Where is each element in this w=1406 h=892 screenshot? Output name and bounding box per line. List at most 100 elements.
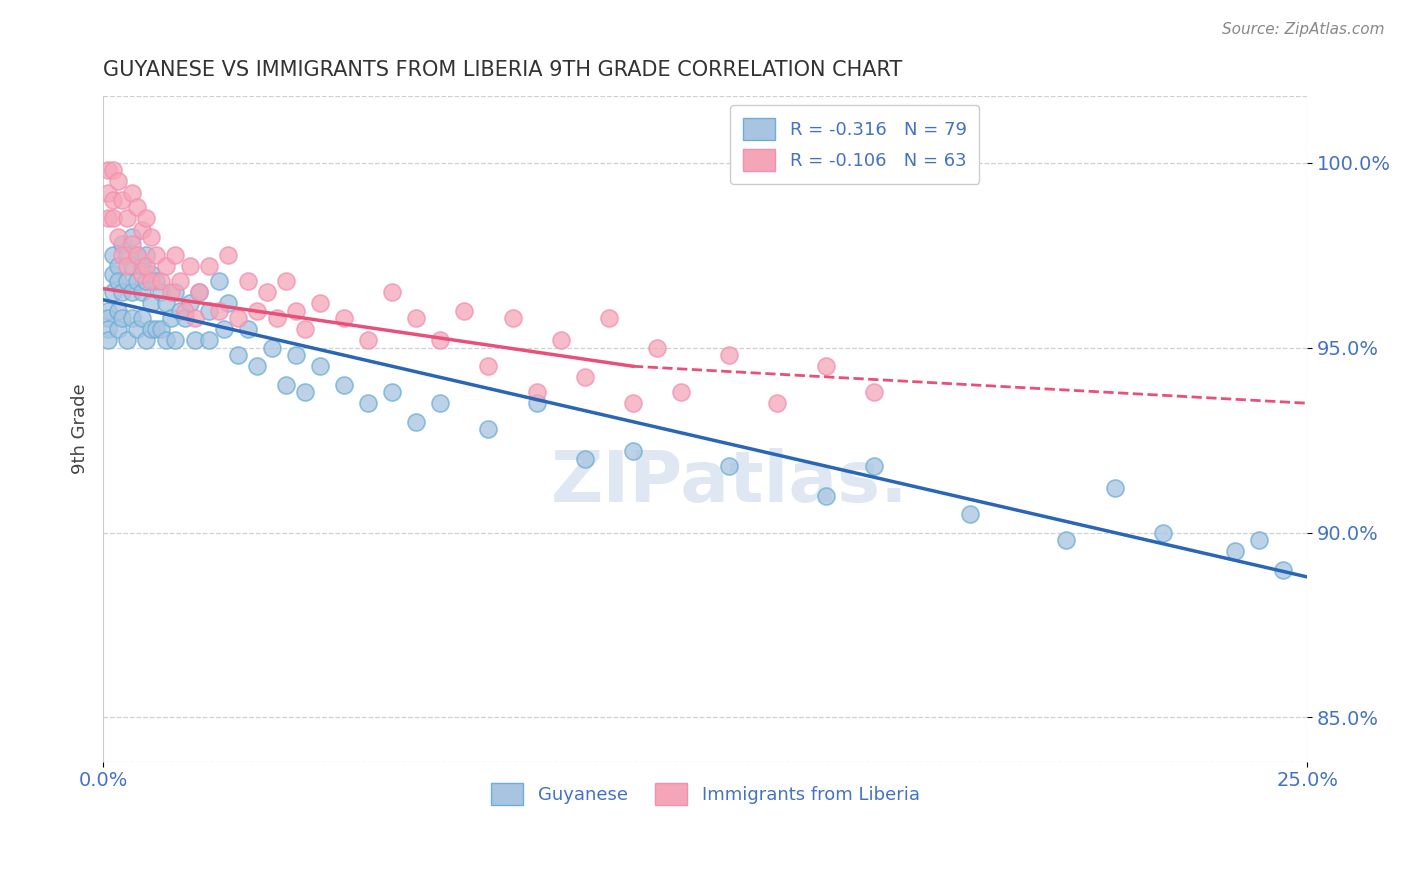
- Point: [141, 274, 163, 288]
- Point: [357, 334, 380, 348]
- Point: [125, 248, 148, 262]
- Point: [101, 285, 124, 300]
- Point: [294, 322, 316, 336]
- Point: [101, 267, 124, 281]
- Point: [405, 311, 427, 326]
- Point: [276, 274, 298, 288]
- Point: [131, 222, 153, 236]
- Point: [97, 322, 120, 336]
- Point: [121, 230, 143, 244]
- Point: [526, 396, 548, 410]
- Point: [284, 348, 307, 362]
- Point: [149, 274, 172, 288]
- Legend: Guyanese, Immigrants from Liberia: Guyanese, Immigrants from Liberia: [484, 776, 927, 813]
- Point: [125, 200, 148, 214]
- Text: Source: ZipAtlas.com: Source: ZipAtlas.com: [1222, 22, 1385, 37]
- Point: [198, 334, 221, 348]
- Point: [226, 311, 249, 326]
- Point: [141, 267, 163, 281]
- Point: [236, 274, 259, 288]
- Point: [125, 322, 148, 336]
- Point: [131, 285, 153, 300]
- Point: [260, 341, 283, 355]
- Point: [645, 341, 668, 355]
- Point: [135, 334, 157, 348]
- Point: [198, 303, 221, 318]
- Point: [766, 396, 789, 410]
- Point: [145, 322, 167, 336]
- Point: [141, 296, 163, 310]
- Point: [169, 274, 191, 288]
- Point: [145, 248, 167, 262]
- Point: [149, 285, 172, 300]
- Point: [526, 385, 548, 400]
- Point: [107, 174, 129, 188]
- Point: [405, 415, 427, 429]
- Point: [477, 422, 499, 436]
- Point: [862, 458, 884, 473]
- Point: [284, 303, 307, 318]
- Point: [131, 260, 153, 274]
- Point: [217, 296, 239, 310]
- Point: [141, 322, 163, 336]
- Point: [121, 311, 143, 326]
- Point: [135, 274, 157, 288]
- Point: [174, 311, 197, 326]
- Point: [429, 396, 451, 410]
- Point: [101, 211, 124, 226]
- Point: [256, 285, 278, 300]
- Point: [574, 451, 596, 466]
- Point: [309, 296, 332, 310]
- Point: [183, 311, 205, 326]
- Point: [141, 230, 163, 244]
- Point: [669, 385, 692, 400]
- Point: [111, 193, 134, 207]
- Point: [165, 334, 187, 348]
- Point: [97, 303, 120, 318]
- Point: [159, 285, 181, 300]
- Point: [149, 322, 172, 336]
- Point: [188, 285, 211, 300]
- Point: [718, 458, 741, 473]
- Point: [111, 311, 134, 326]
- Point: [862, 385, 884, 400]
- Point: [550, 334, 572, 348]
- Point: [453, 303, 475, 318]
- Point: [115, 260, 138, 274]
- Point: [1223, 544, 1246, 558]
- Point: [357, 396, 380, 410]
- Point: [145, 274, 167, 288]
- Point: [381, 385, 404, 400]
- Y-axis label: 9th Grade: 9th Grade: [72, 384, 89, 475]
- Point: [174, 303, 197, 318]
- Point: [115, 248, 138, 262]
- Point: [121, 237, 143, 252]
- Point: [125, 274, 148, 288]
- Point: [477, 359, 499, 374]
- Point: [101, 163, 124, 178]
- Point: [115, 211, 138, 226]
- Point: [155, 334, 177, 348]
- Point: [131, 311, 153, 326]
- Point: [429, 334, 451, 348]
- Point: [246, 359, 269, 374]
- Point: [165, 248, 187, 262]
- Point: [574, 370, 596, 384]
- Point: [621, 444, 644, 458]
- Point: [502, 311, 524, 326]
- Point: [814, 489, 837, 503]
- Point: [155, 296, 177, 310]
- Point: [598, 311, 620, 326]
- Point: [131, 267, 153, 281]
- Point: [226, 348, 249, 362]
- Point: [121, 186, 143, 200]
- Point: [97, 211, 120, 226]
- Point: [188, 285, 211, 300]
- Point: [97, 163, 120, 178]
- Point: [135, 248, 157, 262]
- Point: [97, 311, 120, 326]
- Point: [107, 274, 129, 288]
- Text: GUYANESE VS IMMIGRANTS FROM LIBERIA 9TH GRADE CORRELATION CHART: GUYANESE VS IMMIGRANTS FROM LIBERIA 9TH …: [103, 60, 903, 79]
- Point: [814, 359, 837, 374]
- Point: [155, 260, 177, 274]
